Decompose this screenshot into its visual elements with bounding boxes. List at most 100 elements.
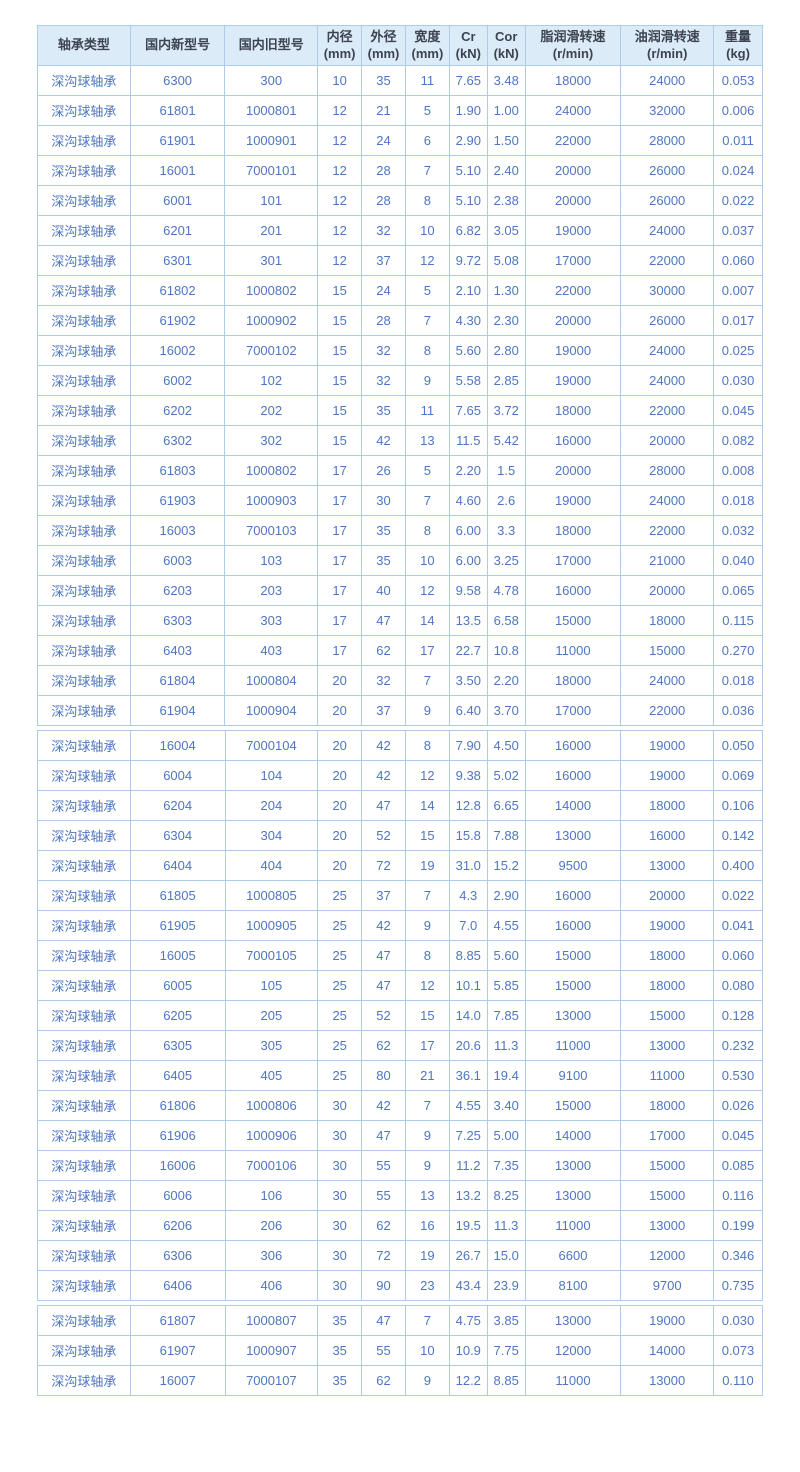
cell-grease-speed: 19000 xyxy=(524,335,622,366)
cell-weight: 0.735 xyxy=(713,1270,763,1301)
cell-width: 5 xyxy=(404,95,450,126)
cell-bearing-type: 深沟球轴承 xyxy=(37,605,131,636)
table-row: 深沟球轴承 16005 7000105 25 47 8 8.85 5.60 15000 18000… xyxy=(37,940,763,971)
cell-old-model: 7000101 xyxy=(224,155,319,186)
cell-width: 19 xyxy=(404,1240,450,1271)
cell-grease-speed: 18000 xyxy=(524,665,622,696)
cell-weight: 0.030 xyxy=(713,365,763,396)
cell-new-model: 6304 xyxy=(129,820,226,851)
cell-old-model: 1000904 xyxy=(224,695,319,726)
cell-inner-diameter: 25 xyxy=(317,1030,363,1061)
cell-bearing-type: 深沟球轴承 xyxy=(37,970,131,1001)
cell-weight: 0.040 xyxy=(713,545,763,576)
cell-bearing-type: 深沟球轴承 xyxy=(37,185,131,216)
table-row: 深沟球轴承 6005 105 25 47 12 10.1 5.85 15000 18000 0.08… xyxy=(37,970,763,1001)
cell-bearing-type: 深沟球轴承 xyxy=(37,335,131,366)
column-header-bearing-type: 轴承类型 xyxy=(37,25,131,66)
cell-old-model: 1000801 xyxy=(224,95,319,126)
cell-outer-diameter: 32 xyxy=(361,215,406,246)
cell-outer-diameter: 62 xyxy=(361,1365,406,1396)
cell-cor: 19.4 xyxy=(486,1060,526,1091)
cell-oil-speed: 19000 xyxy=(620,1305,714,1336)
cell-oil-speed: 20000 xyxy=(620,425,715,456)
cell-outer-diameter: 62 xyxy=(361,1210,406,1241)
cell-weight: 0.050 xyxy=(713,730,763,761)
cell-outer-diameter: 26 xyxy=(361,455,406,486)
cell-oil-speed: 18000 xyxy=(620,1090,714,1121)
cell-outer-diameter: 32 xyxy=(361,365,406,396)
table-row: 深沟球轴承 61801 1000801 12 21 5 1.90 1.00 24000 32000… xyxy=(37,95,763,126)
cell-oil-speed: 24000 xyxy=(620,215,715,246)
cell-width: 7 xyxy=(404,305,450,336)
cell-oil-speed: 13000 xyxy=(620,850,714,881)
cell-oil-speed: 22000 xyxy=(620,245,715,276)
cell-oil-speed: 15000 xyxy=(620,1000,714,1031)
cell-outer-diameter: 47 xyxy=(361,940,406,971)
cell-new-model: 6306 xyxy=(129,1240,226,1271)
cell-inner-diameter: 12 xyxy=(317,215,363,246)
bearing-spec-page: 轴承类型 国内新型号 国内旧型号 内径 (mm) 外径 (mm) 宽度 (mm) Cr (kN) Co… xyxy=(37,25,763,1396)
table-row: 深沟球轴承 6300 300 10 35 11 7.65 3.48 18000 24000 0.05… xyxy=(37,65,763,96)
cell-weight: 0.142 xyxy=(713,820,763,851)
cell-new-model: 16006 xyxy=(129,1150,226,1181)
cell-weight: 0.045 xyxy=(713,1120,763,1151)
cell-cor: 3.3 xyxy=(486,515,526,546)
table-row: 深沟球轴承 6306 306 30 72 19 26.7 15.0 6600 12000 0.346 xyxy=(37,1240,763,1271)
cell-width: 9 xyxy=(404,1120,450,1151)
cell-inner-diameter: 30 xyxy=(317,1270,363,1301)
cell-outer-diameter: 21 xyxy=(361,95,406,126)
cell-grease-speed: 17000 xyxy=(524,695,622,726)
cell-old-model: 7000103 xyxy=(224,515,319,546)
cell-new-model: 6302 xyxy=(129,425,226,456)
cell-old-model: 7000102 xyxy=(224,335,319,366)
cell-oil-speed: 26000 xyxy=(620,155,715,186)
cell-outer-diameter: 35 xyxy=(361,395,406,426)
cell-old-model: 106 xyxy=(224,1180,319,1211)
column-header-weight: 重量 (kg) xyxy=(713,25,763,66)
bearing-table-sections: 轴承类型 国内新型号 国内旧型号 内径 (mm) 外径 (mm) 宽度 (mm) Cr (kN) Co… xyxy=(37,25,763,1396)
cell-grease-speed: 16000 xyxy=(524,425,622,456)
cell-inner-diameter: 25 xyxy=(317,940,363,971)
cell-width: 7 xyxy=(404,155,450,186)
table-row: 深沟球轴承 6003 103 17 35 10 6.00 3.25 17000 21000 0.04… xyxy=(37,545,763,576)
column-header-outer-diameter: 外径 (mm) xyxy=(361,25,406,66)
cell-cr: 9.38 xyxy=(448,760,488,791)
cell-cor: 3.40 xyxy=(486,1090,526,1121)
cell-oil-speed: 17000 xyxy=(620,1120,714,1151)
cell-cor: 2.38 xyxy=(486,185,526,216)
cell-oil-speed: 18000 xyxy=(620,790,714,821)
cell-inner-diameter: 17 xyxy=(317,635,363,666)
cell-weight: 0.053 xyxy=(713,65,763,96)
cell-cr: 11.5 xyxy=(448,425,488,456)
cell-cor: 2.40 xyxy=(486,155,526,186)
cell-cr: 4.55 xyxy=(448,1090,488,1121)
cell-bearing-type: 深沟球轴承 xyxy=(37,695,131,726)
table-row: 深沟球轴承 61903 1000903 17 30 7 4.60 2.6 19000 24000 0… xyxy=(37,485,763,516)
cell-bearing-type: 深沟球轴承 xyxy=(37,155,131,186)
cell-weight: 0.036 xyxy=(713,695,763,726)
cell-cor: 1.50 xyxy=(486,125,526,156)
cell-outer-diameter: 28 xyxy=(361,155,406,186)
table-row: 深沟球轴承 61805 1000805 25 37 7 4.3 2.90 16000 20000 0… xyxy=(37,880,763,911)
cell-inner-diameter: 35 xyxy=(317,1335,363,1366)
cell-grease-speed: 11000 xyxy=(524,1030,622,1061)
cell-new-model: 6406 xyxy=(129,1270,226,1301)
cell-new-model: 61904 xyxy=(129,695,226,726)
cell-new-model: 6201 xyxy=(129,215,226,246)
column-header-grease-speed: 脂润滑转速 (r/min) xyxy=(524,25,622,66)
bearing-table-section-2: 深沟球轴承 16004 7000104 20 42 8 7.90 4.50 16000 19000… xyxy=(37,730,763,1301)
cell-oil-speed: 26000 xyxy=(620,185,715,216)
cell-inner-diameter: 30 xyxy=(317,1090,363,1121)
cell-outer-diameter: 37 xyxy=(361,695,406,726)
cell-cr: 5.58 xyxy=(448,365,488,396)
cell-grease-speed: 11000 xyxy=(524,1210,622,1241)
cell-grease-speed: 15000 xyxy=(524,940,622,971)
cell-outer-diameter: 42 xyxy=(361,1090,406,1121)
cell-cr: 36.1 xyxy=(448,1060,488,1091)
cell-oil-speed: 26000 xyxy=(620,305,715,336)
cell-cor: 5.60 xyxy=(486,940,526,971)
cell-weight: 0.085 xyxy=(713,1150,763,1181)
cell-cor: 7.88 xyxy=(486,820,526,851)
cell-inner-diameter: 20 xyxy=(317,665,363,696)
table-row: 深沟球轴承 16006 7000106 30 55 9 11.2 7.35 13000 15000… xyxy=(37,1150,763,1181)
